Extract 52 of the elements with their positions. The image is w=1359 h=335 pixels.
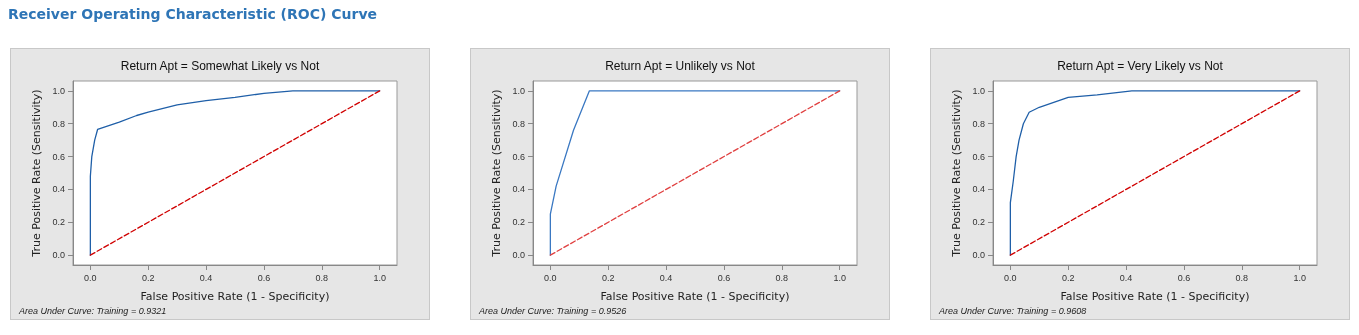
x-tick-label: 0.2 [601,272,615,283]
x-tick-label: 0.0 [544,272,557,283]
y-axis-title: True Positive Rate (Sensitivity) [29,89,43,258]
text: Receiver Operating Characteristic (ROC) Curve [8,6,378,22]
y-tick-label: 0.0 [52,250,65,261]
x-axis-title: False Positive Rate (1 - Specificity) [1060,290,1250,303]
y-tick-label: 0.8 [972,118,985,129]
y-tick-label: 0.6 [512,151,525,162]
text: Area Under Curve: Training = 0.9608 [938,305,1087,316]
y-tick-label: 1.0 [512,85,525,96]
y-tick-label: 0.4 [972,184,985,195]
y-axis-title: True Positive Rate (Sensitivity) [489,89,503,258]
y-tick-label: 0.0 [512,250,525,261]
x-tick-label: 0.6 [257,272,271,283]
y-tick-label: 0.8 [52,118,65,129]
y-tick-label: 0.4 [512,184,525,195]
x-tick-label: 0.4 [659,272,673,283]
x-tick-label: 0.0 [84,272,97,283]
x-tick-label: 0.2 [141,272,155,283]
x-tick-label: 1.0 [1293,272,1306,283]
x-tick-label: 0.8 [775,272,789,283]
x-tick-label: 0.2 [1061,272,1075,283]
x-tick-label: 0.4 [1119,272,1133,283]
text: Area Under Curve: Training = 0.9321 [18,305,167,316]
chart-title: Return Apt = Somewhat Likely vs Not [120,59,320,73]
y-tick-label: 0.8 [512,118,525,129]
line-series [89,90,381,256]
x-tick-label: 0.6 [717,272,731,283]
x-tick-label: 0.0 [1004,272,1017,283]
x-tick-label: 1.0 [833,272,846,283]
y-tick-label: 0.2 [512,217,525,228]
x-tick-label: 0.6 [1177,272,1191,283]
x-tick-label: 0.8 [315,272,329,283]
y-tick-label: 1.0 [972,85,985,96]
line-series [549,90,841,256]
x-tick-label: 1.0 [373,272,386,283]
x-tick-label: 0.8 [1235,272,1249,283]
chart-title: Return Apt = Unlikely vs Not [605,59,756,73]
x-axis-title: False Positive Rate (1 - Specificity) [600,290,790,303]
y-tick-label: 0.6 [972,151,985,162]
y-tick-label: 0.2 [972,217,985,228]
text: Area Under Curve: Training = 0.9526 [478,305,627,316]
y-tick-label: 0.4 [52,184,65,195]
line-series [1009,90,1301,256]
y-tick-label: 0.2 [52,217,65,228]
x-axis-title: False Positive Rate (1 - Specificity) [140,290,330,303]
y-tick-label: 1.0 [52,85,65,96]
chart-title: Return Apt = Very Likely vs Not [1057,59,1224,73]
x-tick-label: 0.4 [199,272,213,283]
y-tick-label: 0.0 [972,250,985,261]
y-axis-title: True Positive Rate (Sensitivity) [949,89,963,258]
y-tick-label: 0.6 [52,151,65,162]
